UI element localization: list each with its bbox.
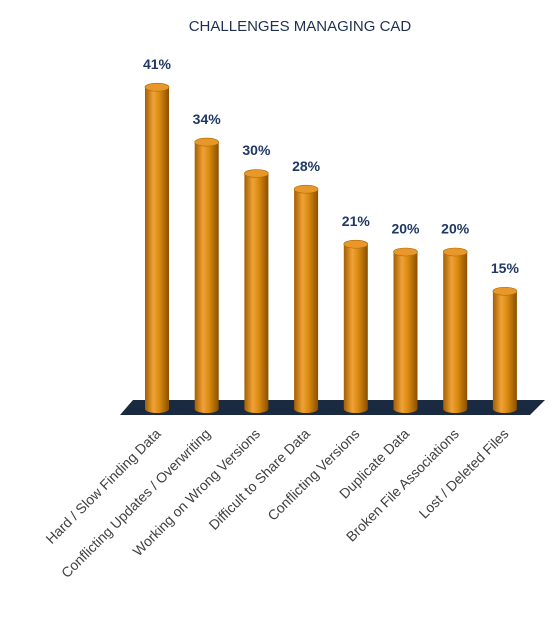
bar	[145, 83, 169, 414]
floor	[120, 400, 545, 415]
chart-title: CHALLENGES MANAGING CAD	[189, 18, 412, 35]
x-tick-label: Conflicting Versions	[264, 425, 362, 523]
bar-cap	[343, 239, 369, 249]
bar-cap	[293, 184, 319, 194]
bar	[393, 248, 418, 413]
value-label: 30%	[242, 142, 271, 158]
bar-cap	[144, 82, 170, 92]
bar-cap	[492, 286, 518, 296]
x-tick-label: Lost / Deleted Files	[416, 425, 512, 521]
bar-cap	[393, 247, 418, 257]
bar-cap	[194, 137, 219, 147]
bar	[492, 287, 517, 413]
value-label: 15%	[491, 260, 520, 276]
bar	[244, 169, 269, 413]
value-label: 21%	[342, 213, 371, 229]
value-label: 20%	[391, 221, 420, 237]
bar-cap	[244, 169, 269, 178]
value-label: 28%	[292, 158, 321, 174]
bar	[194, 138, 219, 413]
value-label: 20%	[441, 221, 470, 237]
value-label: 41%	[143, 56, 172, 72]
bar	[294, 185, 319, 413]
bar-cap	[442, 247, 468, 257]
value-label: 34%	[193, 111, 222, 127]
bar	[343, 240, 368, 413]
bar	[443, 248, 468, 413]
